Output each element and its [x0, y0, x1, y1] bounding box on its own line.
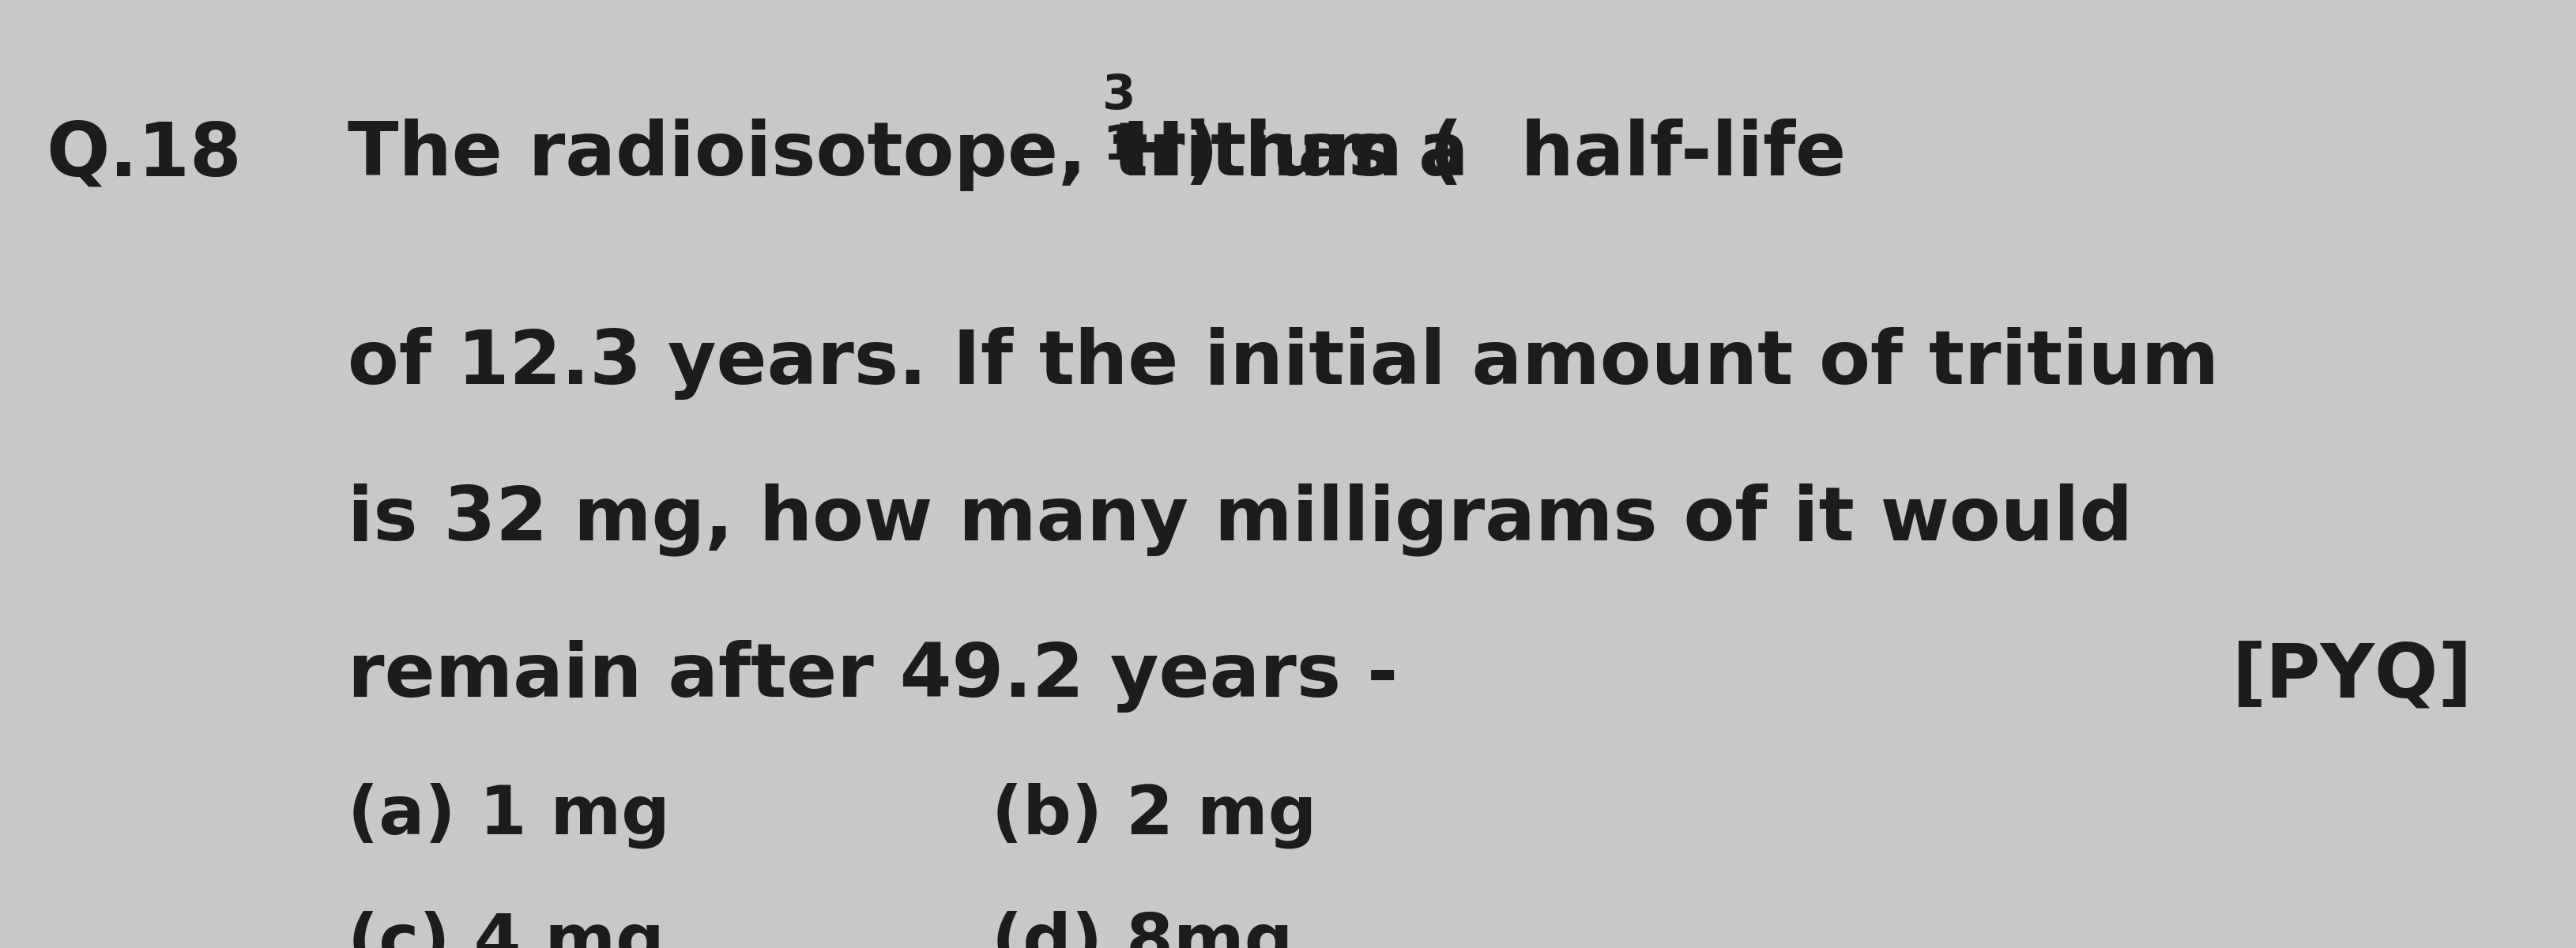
- Text: Q.18: Q.18: [46, 118, 242, 191]
- Text: (d) 8mg: (d) 8mg: [992, 910, 1293, 948]
- Text: remain after 49.2 years -: remain after 49.2 years -: [348, 640, 1399, 713]
- Text: [PYQ]: [PYQ]: [2233, 640, 2473, 713]
- Text: is 32 mg, how many milligrams of it would: is 32 mg, how many milligrams of it woul…: [348, 483, 2133, 556]
- Text: 1: 1: [1103, 123, 1136, 170]
- Text: The radioisotope, tritium (: The radioisotope, tritium (: [348, 118, 1463, 191]
- Text: (c) 4 mg: (c) 4 mg: [348, 910, 665, 948]
- Text: (a) 1 mg: (a) 1 mg: [348, 782, 670, 848]
- Text: H) has a  half-life: H) has a half-life: [1123, 118, 1847, 191]
- Text: (b) 2 mg: (b) 2 mg: [992, 782, 1316, 848]
- Text: of 12.3 years. If the initial amount of tritium: of 12.3 years. If the initial amount of …: [348, 327, 2218, 400]
- Text: 3: 3: [1103, 73, 1136, 119]
